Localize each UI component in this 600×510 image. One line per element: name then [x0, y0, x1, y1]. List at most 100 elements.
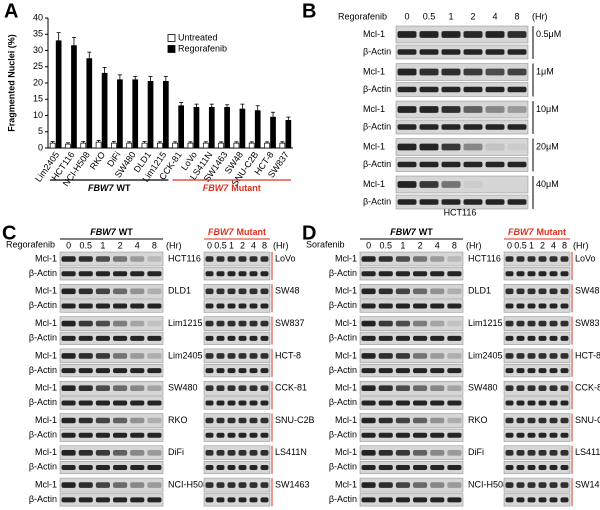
blot-membrane — [395, 25, 529, 44]
blot-band — [430, 320, 445, 327]
blot-band — [216, 271, 225, 277]
blot-band — [395, 497, 410, 503]
blot-membrane — [359, 493, 464, 507]
blot-band — [147, 450, 162, 456]
treatment-label: Sorafenib — [306, 239, 345, 249]
cell-line-label: SW1463 — [275, 479, 310, 489]
group-label: FBW7 Mutant — [508, 227, 566, 237]
blot-band — [361, 303, 376, 309]
blot-band — [238, 497, 247, 503]
blot-band — [113, 368, 128, 374]
blot-band — [527, 288, 536, 295]
blot-band — [413, 497, 428, 503]
blot-band — [78, 303, 93, 309]
blot-membrane — [359, 267, 464, 281]
blot-band — [413, 432, 428, 438]
row-label: Mcl-1 — [335, 350, 357, 360]
cell-line-label: Lim2405 — [468, 350, 503, 360]
blot-membrane — [503, 396, 571, 410]
unit-label: (Hr) — [273, 240, 289, 250]
blot-band — [361, 482, 376, 488]
y-tick-label: 15 — [33, 94, 43, 104]
blot-band — [113, 303, 128, 309]
bar — [126, 142, 133, 149]
legend-swatch — [167, 45, 176, 53]
cell-line-label: HCT116 — [468, 253, 501, 263]
timepoint-label: 0 — [66, 240, 71, 250]
blot-band — [130, 303, 145, 309]
blot-band — [113, 385, 128, 391]
blot-band — [419, 181, 439, 188]
row-label: β-Actin — [363, 121, 391, 131]
blot-band — [397, 31, 417, 38]
blot-band — [147, 288, 162, 295]
condition-label: 10μM — [536, 104, 559, 114]
blot-band — [447, 385, 462, 391]
blot-band — [361, 450, 376, 456]
row-label: Mcl-1 — [335, 383, 357, 393]
y-tick-label: 25 — [33, 61, 43, 71]
timepoint-label: 2 — [470, 11, 475, 21]
bar — [80, 142, 87, 149]
blot-band — [538, 335, 547, 341]
blot-band — [95, 482, 110, 488]
blot-membrane — [359, 251, 464, 267]
blot-band — [61, 353, 76, 359]
blot-membrane — [359, 316, 464, 331]
bar — [239, 108, 246, 149]
blot-band — [549, 320, 558, 327]
panel-letter: C — [2, 222, 16, 244]
blot-band — [78, 432, 93, 438]
timepoint-label: 0.5 — [379, 240, 392, 250]
error-bar — [280, 141, 285, 144]
blot-band — [249, 256, 258, 262]
blot-band — [527, 335, 536, 341]
blot-band — [441, 106, 461, 113]
blot-band — [560, 288, 569, 295]
row-label: β-Actin — [29, 268, 57, 278]
timepoint-label: 8 — [514, 11, 519, 21]
blot-band — [397, 86, 417, 93]
blot-band — [260, 385, 269, 391]
blot-band — [447, 256, 462, 262]
blot-band — [463, 143, 483, 151]
cell-line-label: DiFi — [468, 447, 484, 457]
blot-band — [560, 497, 569, 503]
bar — [49, 142, 56, 149]
error-bar — [56, 32, 61, 41]
blot-band — [78, 385, 93, 391]
blot-band — [378, 288, 393, 295]
blot-band — [463, 68, 483, 76]
blot-membrane — [359, 364, 464, 378]
row-label: Mcl-1 — [335, 415, 357, 425]
blot-band — [205, 320, 214, 327]
blot-band — [430, 368, 445, 374]
blot-band — [260, 400, 269, 406]
blot-band — [419, 31, 439, 38]
row-label: β-Actin — [29, 494, 57, 504]
row-label: Mcl-1 — [35, 253, 57, 263]
blot-band — [78, 368, 93, 374]
blot-band — [61, 256, 76, 262]
blot-band — [78, 417, 93, 424]
row-label: β-Actin — [329, 462, 357, 472]
x-tick-label: RKO — [88, 150, 107, 172]
blot-band — [227, 432, 236, 438]
timepoint-label: 2 — [240, 240, 245, 250]
row-label: Mcl-1 — [363, 66, 385, 76]
blot-band — [216, 353, 225, 359]
bar — [254, 110, 261, 149]
blot-band — [205, 482, 214, 488]
blot-band — [95, 353, 110, 359]
blot-band — [505, 482, 514, 488]
error-bar — [265, 141, 270, 144]
blot-band — [147, 482, 162, 488]
blot-band — [447, 417, 462, 424]
blot-band — [249, 482, 258, 488]
blot-band — [527, 385, 536, 391]
blot-band — [560, 368, 569, 374]
blot-band — [260, 303, 269, 309]
blot-band — [61, 465, 76, 471]
blot-membrane — [203, 428, 271, 442]
error-bar — [188, 141, 193, 144]
